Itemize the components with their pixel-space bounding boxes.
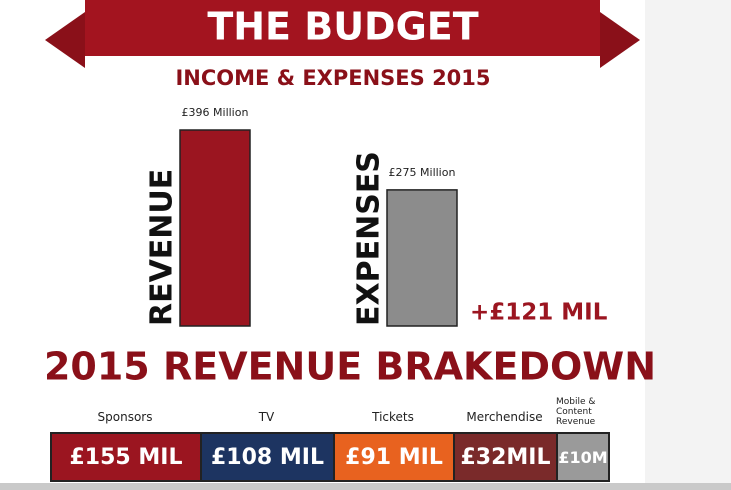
bottom-bar [0, 483, 731, 490]
category-label: EXPENSES [352, 151, 387, 326]
category-label: REVENUE [145, 169, 180, 326]
ribbon-tail [45, 12, 85, 68]
segment-name: Mobile & Content Revenue [556, 397, 596, 427]
side-strip [645, 0, 731, 490]
segment-name: Merchendise [466, 410, 543, 424]
breakdown-title: 2015 REVENUE BRAKEDOWN [44, 345, 656, 389]
segment: £10M [556, 432, 610, 482]
segment: £32MIL [453, 432, 556, 482]
bar [179, 129, 251, 327]
segment-name: Sponsors [97, 410, 153, 424]
ribbon-tail [600, 12, 640, 68]
segment: £91 MIL [333, 432, 453, 482]
value-label: £396 Million [182, 106, 249, 119]
segment: £155 MIL [50, 432, 200, 482]
chart-title: INCOME & EXPENSES 2015 [175, 66, 490, 90]
annotation: +£121 MIL [470, 300, 608, 326]
segment-name: Tickets [372, 410, 414, 424]
value-label: £275 Million [389, 166, 456, 179]
segment: £108 MIL [200, 432, 333, 482]
ribbon [85, 0, 600, 56]
banner-title: THE BUDGET [207, 5, 478, 49]
segment-name: TV [258, 410, 275, 424]
bar [386, 189, 458, 327]
